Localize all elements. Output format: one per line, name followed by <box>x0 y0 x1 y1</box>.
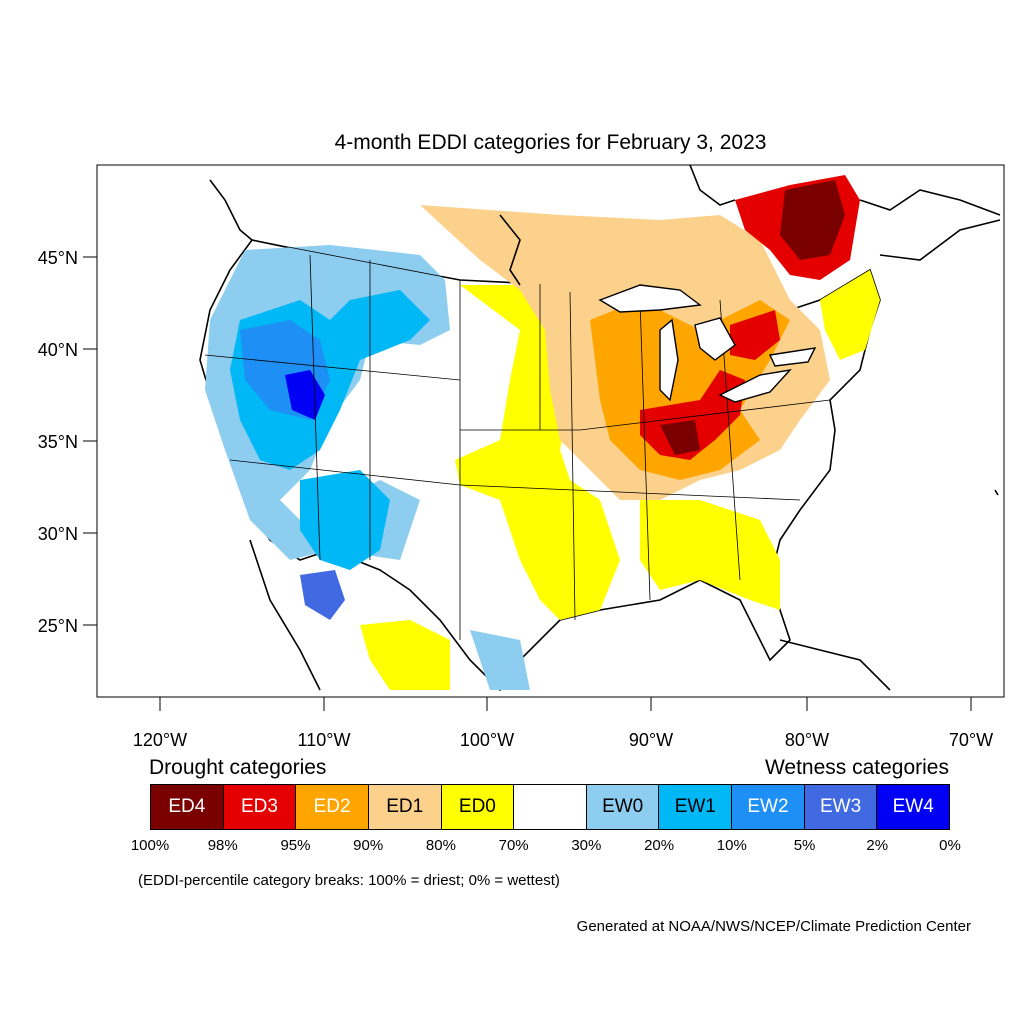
lon-label: 70°W <box>949 730 993 750</box>
legend-break-label: 20% <box>644 837 675 854</box>
ew1-tx <box>470 630 530 690</box>
map-frame <box>96 164 1005 698</box>
ew3-sw <box>300 570 345 620</box>
ed0-southeast <box>640 500 780 610</box>
lon-label: 90°W <box>629 730 673 750</box>
legend-break-label: 95% <box>280 837 311 854</box>
map-title: 4-month EDDI categories for February 3, … <box>334 131 767 154</box>
legend-cell-ed4: ED4 <box>151 785 224 829</box>
coastlines <box>209 165 1001 691</box>
state-boundaries <box>204 239 831 640</box>
lon-label: 80°W <box>785 730 829 750</box>
ed4-canada-east <box>780 180 845 260</box>
credit-line: Generated at NOAA/NWS/NCEP/Climate Predi… <box>576 918 971 935</box>
ed4-indiana <box>660 420 700 455</box>
legend-break-label: 0% <box>939 837 961 854</box>
legend-cell-ed2: ED2 <box>296 785 369 829</box>
lat-label: 30°N <box>38 524 78 544</box>
ed0-south-tx <box>360 620 450 690</box>
category-note: (EDDI-percentile category breaks: 100% =… <box>138 872 560 889</box>
great-lakes <box>598 284 817 403</box>
legend-break-label: 70% <box>498 837 529 854</box>
lon-label: 100°W <box>460 730 514 750</box>
lon-label: 110°W <box>298 730 351 750</box>
legend-break-label: 90% <box>353 837 384 854</box>
lat-label: 25°N <box>38 616 78 636</box>
legend-break-label: 100% <box>130 837 170 854</box>
ew1-southwest <box>300 470 390 570</box>
ed3-lower-mi <box>730 310 780 360</box>
legend-cell-ew4: EW4 <box>877 785 950 829</box>
lat-label: 35°N <box>38 432 78 452</box>
lat-label: 45°N <box>38 248 78 268</box>
legend-cell-ew0: EW0 <box>586 785 660 829</box>
legend-break-label: 2% <box>866 837 889 854</box>
legend-cell-ew3: EW3 <box>804 785 878 829</box>
legend-cell-ew1: EW1 <box>659 785 733 829</box>
longitude-axis: 120°W 110°W 100°W 90°W 80°W 70°W <box>133 697 993 750</box>
legend-cell-ed0: ED0 <box>441 785 515 829</box>
lat-label: 40°N <box>38 340 78 360</box>
legend-breaks: 100% 98% 95% 90% 80% 70% 30% 20% 10% 5% 2% 0% <box>131 837 961 855</box>
legend-break-label: 80% <box>425 837 456 854</box>
legend-break-label: 5% <box>793 837 816 854</box>
wetness-heading: Wetness categories <box>764 756 949 779</box>
lon-label: 120°W <box>133 730 187 750</box>
legend-colorbar: ED4 ED3 ED2 ED1 ED0 EW0 EW1 EW2 EW3 EW4 <box>150 784 950 830</box>
legend-break-label: 10% <box>716 837 747 854</box>
ed0-northeast <box>820 270 880 360</box>
legend-cell-neutral <box>514 785 587 829</box>
latitude-axis: 45°N 40°N 35°N 30°N 25°N <box>38 248 97 636</box>
legend-break-label: 30% <box>571 837 602 854</box>
map-field <box>199 165 1001 692</box>
legend-cell-ed3: ED3 <box>223 785 297 829</box>
legend-cell-ew2: EW2 <box>732 785 805 829</box>
legend-cell-ed1: ED1 <box>368 785 442 829</box>
legend-break-label: 98% <box>207 837 238 854</box>
drought-heading: Drought categories <box>149 756 327 779</box>
